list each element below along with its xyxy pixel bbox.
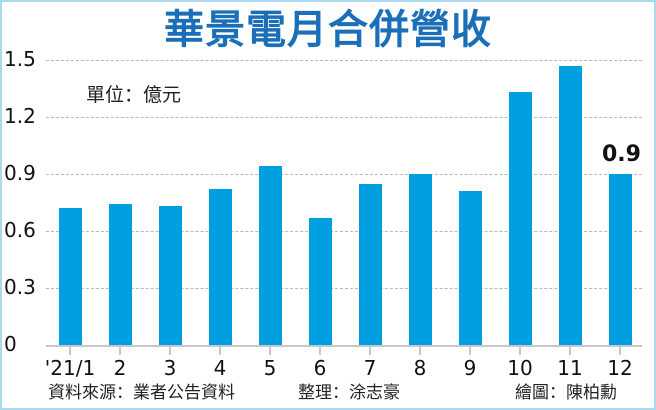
bar [58,208,82,345]
y-tick-label: 1.2 [4,104,36,128]
x-tick-label: 9 [463,356,477,380]
bar [208,189,232,345]
x-tick-label: 6 [313,356,327,380]
x-tick-label: '21/1 [44,356,96,380]
source-note: 資料來源：業者公告資料 [48,383,235,403]
bar [508,92,532,345]
x-tick-label: 10 [507,356,533,380]
bar [258,166,282,345]
x-tick [419,347,421,355]
gridline [46,231,642,232]
y-tick-label: 1.5 [4,47,36,71]
bar [358,183,382,345]
x-tick-label: 3 [163,356,177,380]
bar [608,174,632,345]
x-tick [619,347,621,355]
bar [158,206,182,345]
x-tick [519,347,521,355]
x-tick-label: 11 [557,356,583,380]
drawn-by-note: 繪圖：陳柏勳 [515,383,617,403]
compiled-by-note: 整理：涂志豪 [298,383,400,403]
x-tick-label: 12 [607,356,633,380]
x-tick [569,347,571,355]
x-tick-label: 5 [263,356,277,380]
bar [308,217,332,345]
x-tick [269,347,271,355]
y-tick-label: 0.6 [4,218,36,242]
bar [408,174,432,345]
x-tick-label: 2 [113,356,127,380]
gridline [46,60,642,61]
x-tick [69,347,71,355]
y-tick-label: 0.9 [4,161,36,185]
x-tick [369,347,371,355]
x-tick-label: 8 [413,356,427,380]
y-tick-label: 0 [4,332,17,356]
x-tick [469,347,471,355]
unit-label: 單位：億元 [86,84,182,106]
gridline [46,117,642,118]
chart-title: 華景電月合併營收 [164,7,492,53]
x-tick-label: 7 [363,356,377,380]
x-tick [219,347,221,355]
x-tick [319,347,321,355]
gridline [46,174,642,175]
x-tick [119,347,121,355]
y-tick-label: 0.3 [4,275,36,299]
bar [108,204,132,345]
x-axis [46,345,642,347]
x-tick [169,347,171,355]
x-tick-label: 4 [213,356,227,380]
bar [558,65,582,345]
gridline [46,288,642,289]
bar [458,191,482,345]
value-annotation: 0.9 [602,142,641,167]
